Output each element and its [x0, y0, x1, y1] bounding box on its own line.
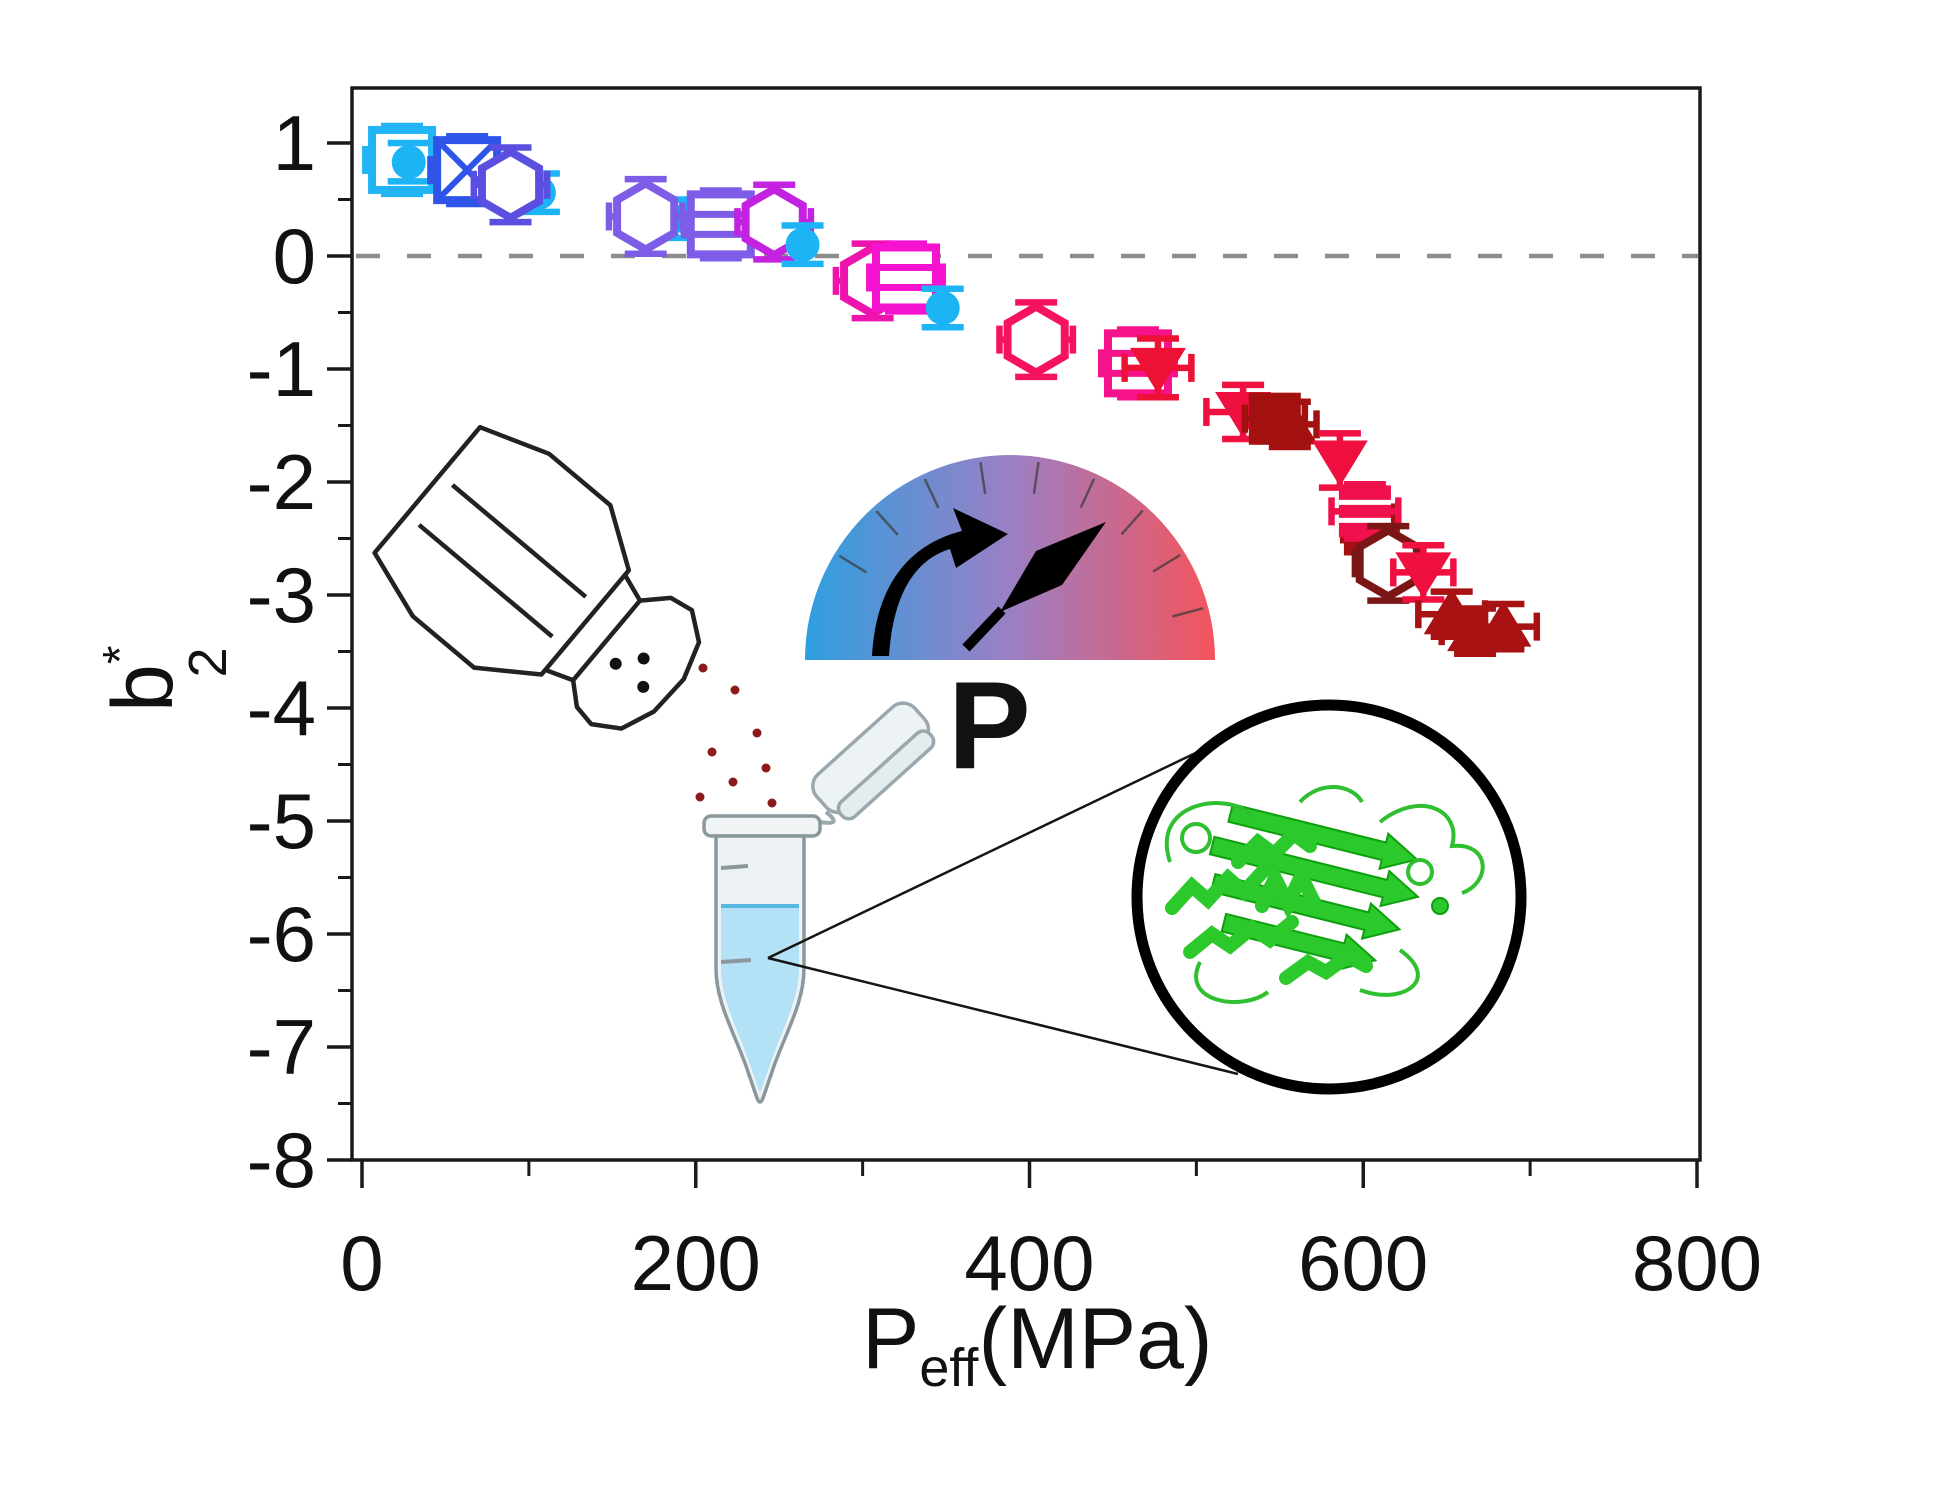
data-point-triangle-up: [1466, 600, 1541, 653]
salt-shaker-cap: [570, 595, 702, 731]
protein-ribbon: [1164, 785, 1485, 1004]
salt-shaker-hole: [637, 680, 650, 693]
x-tick-label: 200: [631, 1219, 761, 1307]
gauge-label: P: [948, 657, 1031, 795]
salt-shaker-neck-line: [623, 573, 642, 602]
data-point-square-striped: [866, 240, 946, 315]
inset-circle: [1131, 699, 1527, 1095]
y-tick-label: -3: [247, 551, 316, 639]
data-point-hexagon: [996, 299, 1077, 381]
gauge-tick-marks: [838, 461, 1204, 618]
gauge-curved-arrow-icon: [872, 508, 1008, 656]
pressure-gauge-illustration: P: [805, 455, 1215, 795]
x-tick-label: 600: [1298, 1219, 1428, 1307]
tube-rim: [702, 814, 822, 838]
eppendorf-tube-illustration: [702, 701, 936, 1104]
y-axis-ticks: 1 0 -1 -2 -3 -4 -5 -6 -7 -8: [247, 99, 352, 1204]
salt-shaker-hole: [637, 652, 650, 665]
protein-ion-dot: [1431, 897, 1449, 915]
tube-graduation-mark: [720, 958, 752, 964]
tube-liquid: [721, 906, 799, 1091]
data-point-circle: [781, 222, 824, 268]
data-point-hexagon: [1351, 522, 1425, 604]
data-point-hexagon: [605, 175, 686, 257]
y-tick-label: 0: [273, 212, 316, 300]
tube-hinge: [819, 810, 836, 825]
data-point-circle: [921, 285, 964, 331]
tube-cap: [811, 701, 936, 821]
salt-shaker-neck-line: [544, 667, 574, 683]
data-point-triangle-down: [1121, 335, 1195, 401]
salt-shaker-body: [372, 424, 632, 677]
y-tick-label: -6: [247, 890, 316, 978]
salt-shaker-facet-line: [417, 523, 554, 639]
y-tick-label: -2: [247, 438, 316, 526]
y-tick-label: -4: [247, 664, 316, 752]
protein-inset: [1131, 699, 1527, 1095]
salt-shaker-hole: [609, 657, 622, 670]
data-point-triangle-up: [1259, 398, 1320, 451]
data-point-triangle-down: [1311, 430, 1368, 491]
x-tick-label: 800: [1632, 1219, 1762, 1307]
data-points: [362, 122, 1541, 658]
x-axis-label: Peff(MPa): [862, 1291, 1213, 1398]
y-tick-label: -7: [247, 1003, 316, 1091]
salt-shaker-illustration: [372, 424, 702, 731]
gauge-needle-tail: [962, 606, 1006, 652]
plot-frame: [350, 86, 1702, 1162]
gauge-needle-icon: [1000, 522, 1106, 612]
tube-graduation-mark: [720, 864, 749, 870]
data-point-circle: [387, 139, 430, 185]
x-tick-label: 0: [340, 1219, 383, 1307]
salt-grains: [695, 663, 777, 827]
y-tick-label: -5: [247, 777, 316, 865]
x-tick-label: 400: [964, 1219, 1094, 1307]
x-axis-ticks: 0 200 400 600 800: [340, 1160, 1762, 1307]
y-tick-label: -1: [247, 325, 316, 413]
y-tick-label: -8: [247, 1116, 316, 1204]
callout-lines: [767, 746, 1239, 1076]
data-point-hexagon: [470, 144, 551, 226]
salt-shaker-facet-line: [450, 483, 588, 599]
y-axis-label: b* 2: [94, 645, 238, 712]
data-point-triangle-down: [1390, 542, 1457, 603]
y-tick-label: 1: [273, 99, 316, 187]
gauge-dial: [805, 455, 1215, 660]
